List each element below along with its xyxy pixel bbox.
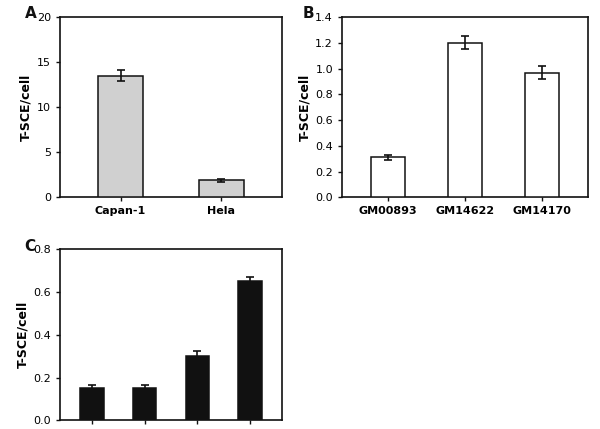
Bar xyxy=(98,76,143,197)
Y-axis label: T-SCE/cell: T-SCE/cell xyxy=(298,74,311,141)
Text: A: A xyxy=(25,6,36,21)
Bar xyxy=(80,388,104,420)
Bar xyxy=(133,388,157,420)
Bar xyxy=(199,180,244,197)
Bar xyxy=(524,73,559,197)
Bar xyxy=(238,281,262,420)
Y-axis label: T-SCE/cell: T-SCE/cell xyxy=(20,74,32,141)
Text: C: C xyxy=(25,239,35,254)
Text: B: B xyxy=(302,6,314,21)
Bar xyxy=(371,157,406,197)
Bar xyxy=(448,43,482,197)
Y-axis label: T-SCE/cell: T-SCE/cell xyxy=(16,301,29,368)
Bar xyxy=(185,356,209,420)
